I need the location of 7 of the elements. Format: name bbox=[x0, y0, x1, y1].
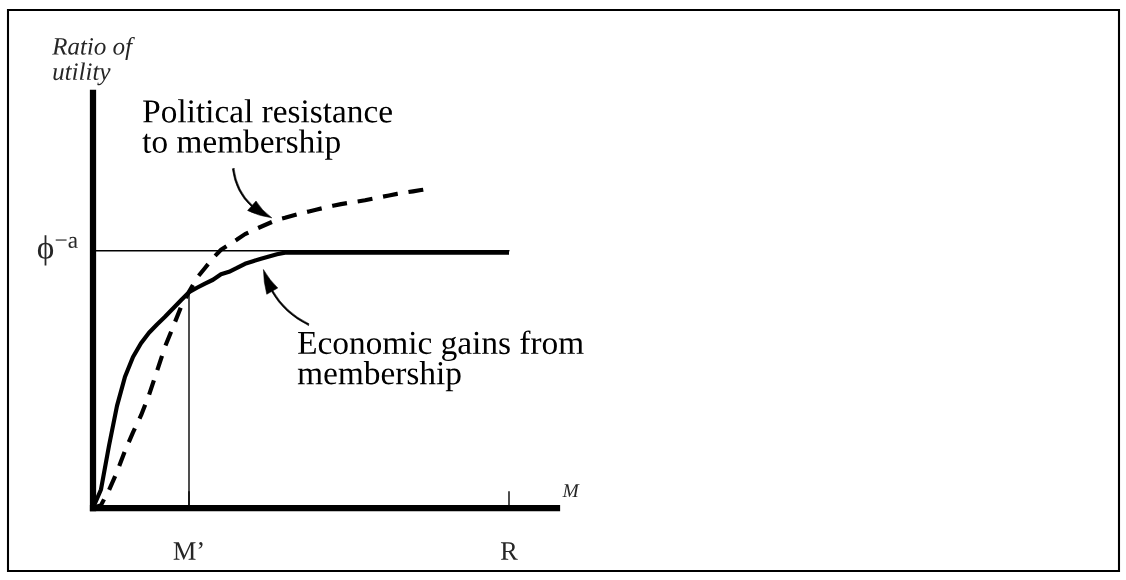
legend-label: Economic gains from membership bbox=[297, 330, 584, 392]
x-axis-title: M bbox=[562, 484, 580, 497]
series-label: Political resistance to membership bbox=[142, 99, 392, 160]
x-tick-label: R bbox=[500, 542, 518, 560]
x-tick-label: M’ bbox=[173, 542, 203, 560]
ref-line-label: ϕ$^{−a}$ bbox=[37, 235, 78, 266]
y-axis-title: Ratio of utility bbox=[52, 36, 135, 86]
